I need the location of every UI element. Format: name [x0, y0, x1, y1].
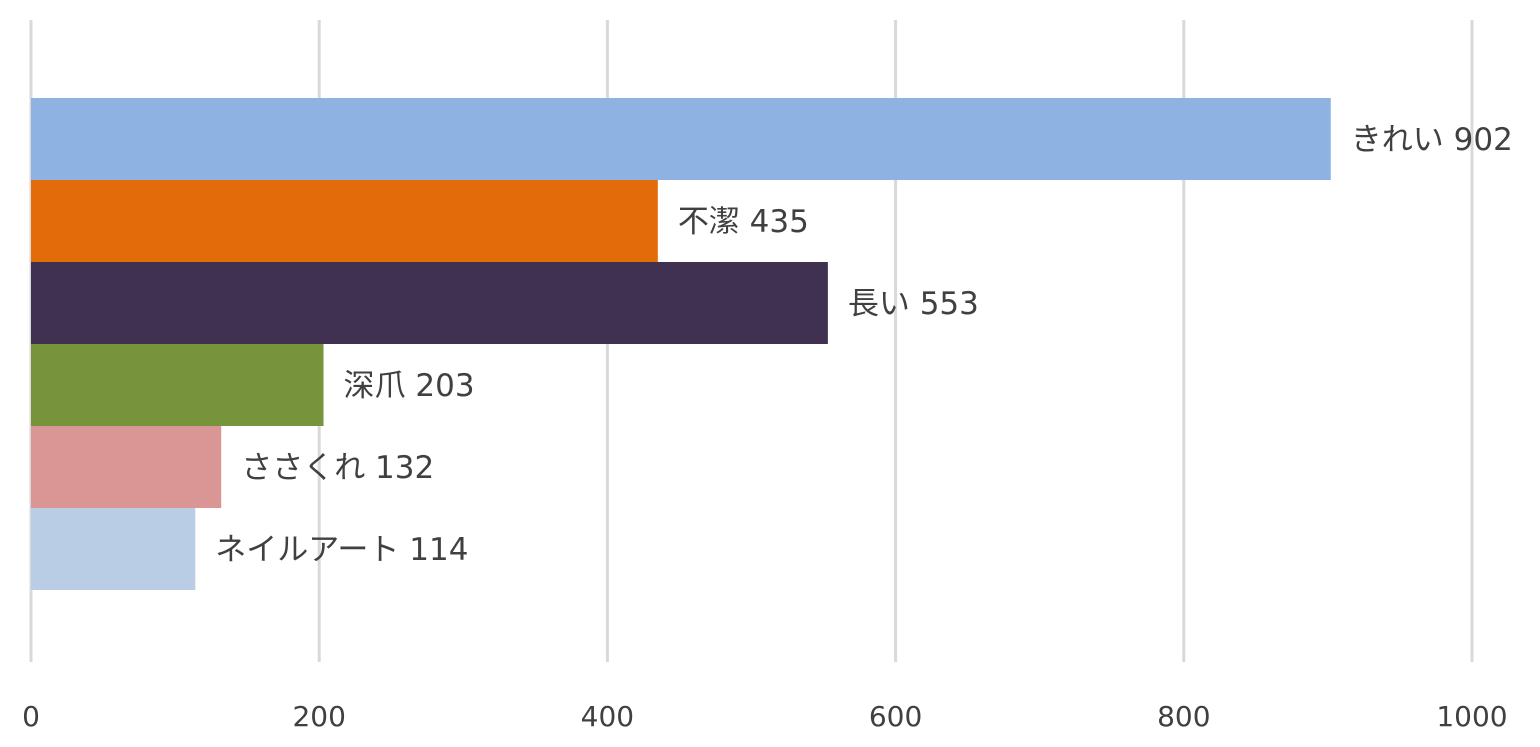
bar: [31, 262, 828, 344]
bar: [31, 180, 658, 262]
x-tick-label: 1000: [1436, 700, 1507, 733]
bar: [31, 344, 324, 426]
bars: [31, 98, 1331, 590]
bar: [31, 426, 222, 508]
bar: [31, 98, 1331, 180]
data-labels: きれい 902 不潔 435 長い 553 深爪 203 ささくれ 132 ネイルアート …: [215, 122, 1513, 568]
bar-data-label: 深爪 203: [344, 368, 475, 404]
bar-data-label: ネイルアート 114: [215, 532, 468, 568]
bar-data-label: 長い 553: [848, 286, 979, 322]
bar-data-label: ささくれ 132: [241, 450, 434, 486]
bar: [31, 508, 196, 590]
x-tick-label: 400: [581, 700, 634, 733]
x-tick-label: 800: [1157, 700, 1210, 733]
x-axis-tick-labels: 0 200 400 600 800 1000: [22, 700, 1508, 733]
bar-data-label: きれい 902: [1351, 122, 1513, 158]
x-tick-label: 0: [22, 700, 40, 733]
x-tick-label: 600: [869, 700, 922, 733]
bar-data-label: 不潔 435: [678, 204, 809, 240]
x-tick-label: 200: [292, 700, 345, 733]
